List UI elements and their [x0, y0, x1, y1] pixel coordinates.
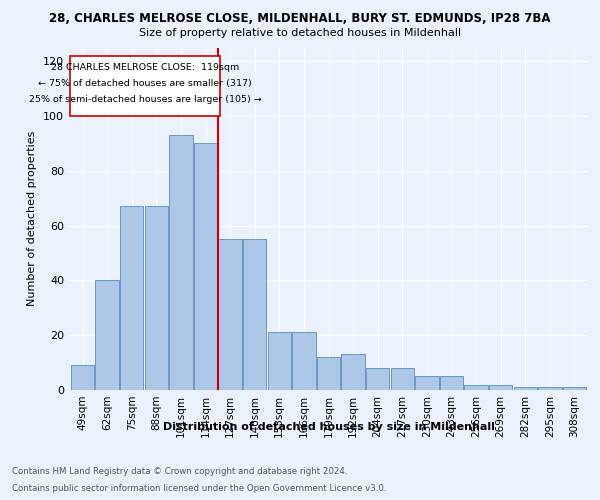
Bar: [120, 206, 143, 390]
Bar: [514, 388, 537, 390]
Text: Size of property relative to detached houses in Mildenhall: Size of property relative to detached ho…: [139, 28, 461, 38]
Bar: [292, 332, 316, 390]
Text: 28 CHARLES MELROSE CLOSE:  119sqm: 28 CHARLES MELROSE CLOSE: 119sqm: [51, 62, 239, 72]
Text: Contains HM Land Registry data © Crown copyright and database right 2024.: Contains HM Land Registry data © Crown c…: [12, 468, 347, 476]
Bar: [243, 240, 266, 390]
Bar: [317, 357, 340, 390]
Y-axis label: Number of detached properties: Number of detached properties: [28, 131, 37, 306]
Bar: [145, 206, 168, 390]
Text: Distribution of detached houses by size in Mildenhall: Distribution of detached houses by size …: [163, 422, 495, 432]
Bar: [194, 144, 217, 390]
Bar: [341, 354, 365, 390]
Bar: [95, 280, 119, 390]
Bar: [563, 388, 586, 390]
Bar: [218, 240, 242, 390]
Bar: [464, 384, 488, 390]
Text: Contains public sector information licensed under the Open Government Licence v3: Contains public sector information licen…: [12, 484, 386, 493]
Text: 25% of semi-detached houses are larger (105) →: 25% of semi-detached houses are larger (…: [29, 96, 262, 104]
Bar: [169, 135, 193, 390]
Text: 28, CHARLES MELROSE CLOSE, MILDENHALL, BURY ST. EDMUNDS, IP28 7BA: 28, CHARLES MELROSE CLOSE, MILDENHALL, B…: [49, 12, 551, 26]
Text: ← 75% of detached houses are smaller (317): ← 75% of detached houses are smaller (31…: [38, 79, 252, 88]
Bar: [391, 368, 414, 390]
Bar: [366, 368, 389, 390]
Bar: [415, 376, 439, 390]
Bar: [538, 388, 562, 390]
Bar: [71, 366, 94, 390]
FancyBboxPatch shape: [70, 56, 220, 116]
Bar: [489, 384, 512, 390]
Bar: [268, 332, 291, 390]
Bar: [440, 376, 463, 390]
